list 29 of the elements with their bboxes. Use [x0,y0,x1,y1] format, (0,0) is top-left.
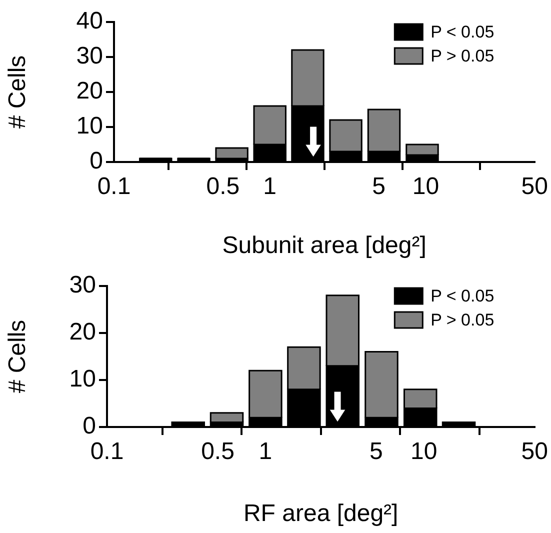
y-tick-label: 0 [82,412,96,440]
y-tick-label: 10 [69,366,96,393]
y-tick-label: 30 [76,42,103,70]
x-tick-label: 50 [521,438,548,466]
y-axis-title: # Cells [4,55,32,129]
x-axis-title: Subunit area [deg²] [222,232,426,260]
x-tick-label: 0.1 [97,173,131,200]
y-tick-label: 20 [69,318,96,346]
x-tick-label: 5 [370,438,383,466]
legend-label: P < 0.05 [430,22,494,42]
x-tick-label: 0.1 [90,438,124,466]
y-tick-label: 0 [90,148,103,175]
y-axis-title: # Cells [4,320,32,394]
legend-label: P > 0.05 [430,46,494,66]
x-tick-label: 50 [521,173,548,200]
y-tick-label: 30 [69,272,96,299]
y-tick-label: 40 [76,8,103,35]
x-tick-label: 10 [412,173,440,200]
x-tick-label: 5 [372,173,386,200]
legend-label: P < 0.05 [430,286,494,306]
x-tick-label: 1 [263,173,277,200]
y-tick-label: 10 [76,112,103,140]
y-tick-label: 20 [76,78,103,105]
x-tick-label: 1 [258,438,272,466]
legend-label: P > 0.05 [430,310,494,330]
x-tick-label: 0.5 [201,438,234,466]
x-tick-label: 0.5 [206,173,240,200]
x-axis-title: RF area [deg²] [243,500,398,528]
x-tick-label: 10 [410,438,438,466]
